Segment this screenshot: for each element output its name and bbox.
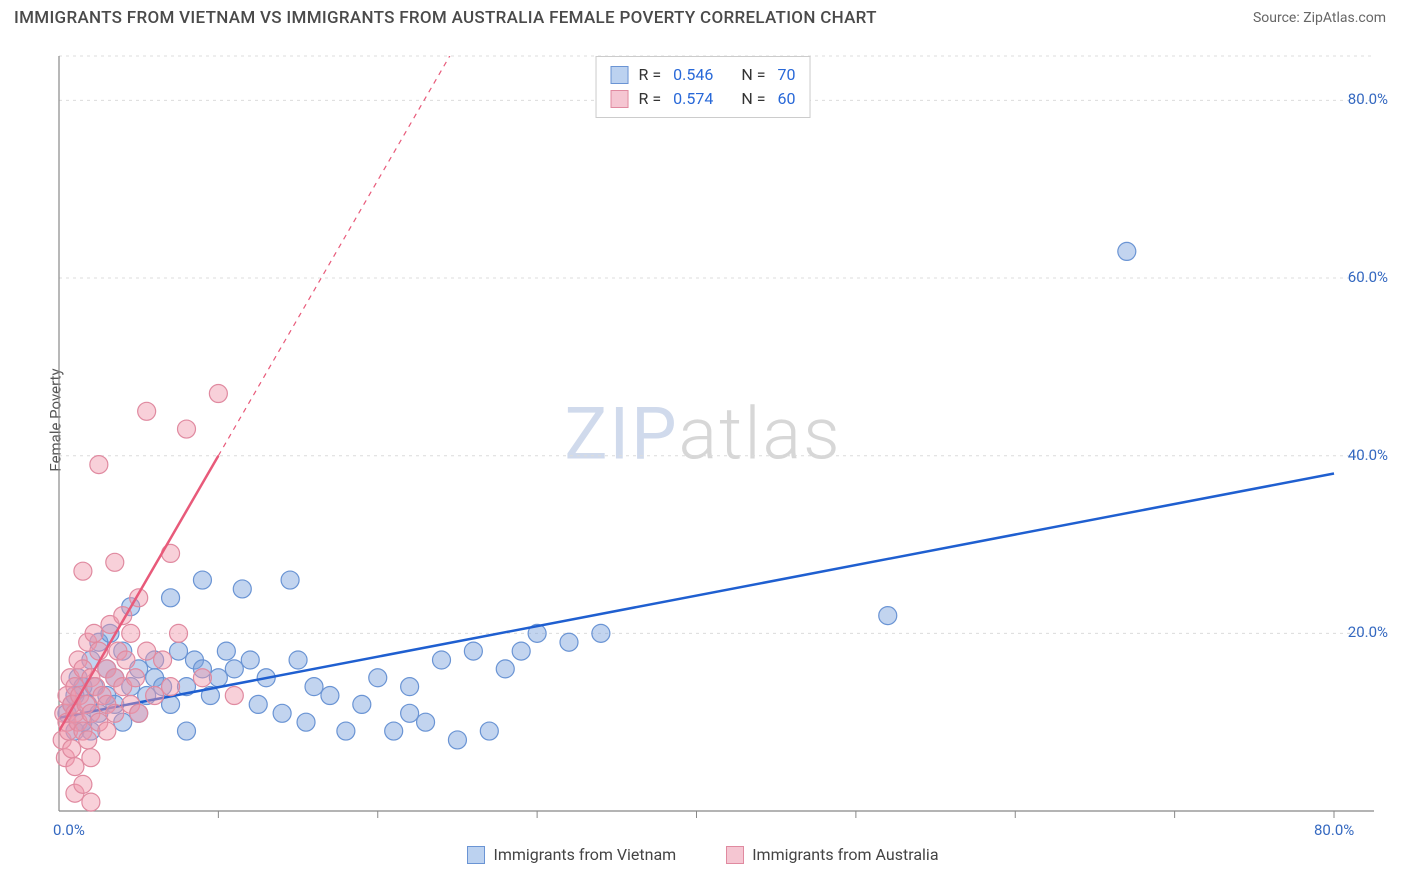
legend-item-australia: Immigrants from Australia	[726, 845, 938, 864]
r-value-australia: 0.574	[673, 87, 713, 111]
n-value-vietnam: 70	[777, 63, 795, 87]
chart-title: IMMIGRANTS FROM VIETNAM VS IMMIGRANTS FR…	[14, 8, 877, 28]
legend-swatch-australia	[726, 846, 744, 864]
legend-label-australia: Immigrants from Australia	[752, 845, 938, 864]
y-tick-label: 80.0%	[1348, 90, 1388, 108]
r-label: R =	[639, 63, 662, 87]
series-legend: Immigrants from Vietnam Immigrants from …	[14, 845, 1392, 864]
y-tick-label: 60.0%	[1348, 268, 1388, 286]
correlation-row-australia: R = 0.574 N = 60	[611, 87, 796, 111]
correlation-legend: R = 0.546 N = 70 R = 0.574 N = 60	[596, 56, 811, 118]
x-tick-label: 0.0%	[53, 821, 85, 839]
chart-container: Female Poverty ZIPatlas R = 0.546 N = 70…	[14, 36, 1392, 866]
legend-swatch-vietnam	[467, 846, 485, 864]
r-value-vietnam: 0.546	[673, 63, 713, 87]
n-label: N =	[741, 87, 765, 111]
scatter-chart	[14, 36, 1392, 866]
swatch-vietnam	[611, 66, 629, 84]
source-attribution: Source: ZipAtlas.com	[1253, 10, 1386, 26]
swatch-australia	[611, 90, 629, 108]
r-label: R =	[639, 87, 662, 111]
n-value-australia: 60	[777, 87, 795, 111]
x-tick-label: 80.0%	[1314, 821, 1354, 839]
legend-label-vietnam: Immigrants from Vietnam	[493, 845, 676, 864]
y-tick-label: 20.0%	[1348, 623, 1388, 641]
correlation-row-vietnam: R = 0.546 N = 70	[611, 63, 796, 87]
n-label: N =	[741, 63, 765, 87]
legend-item-vietnam: Immigrants from Vietnam	[467, 845, 676, 864]
y-tick-label: 40.0%	[1348, 446, 1388, 464]
